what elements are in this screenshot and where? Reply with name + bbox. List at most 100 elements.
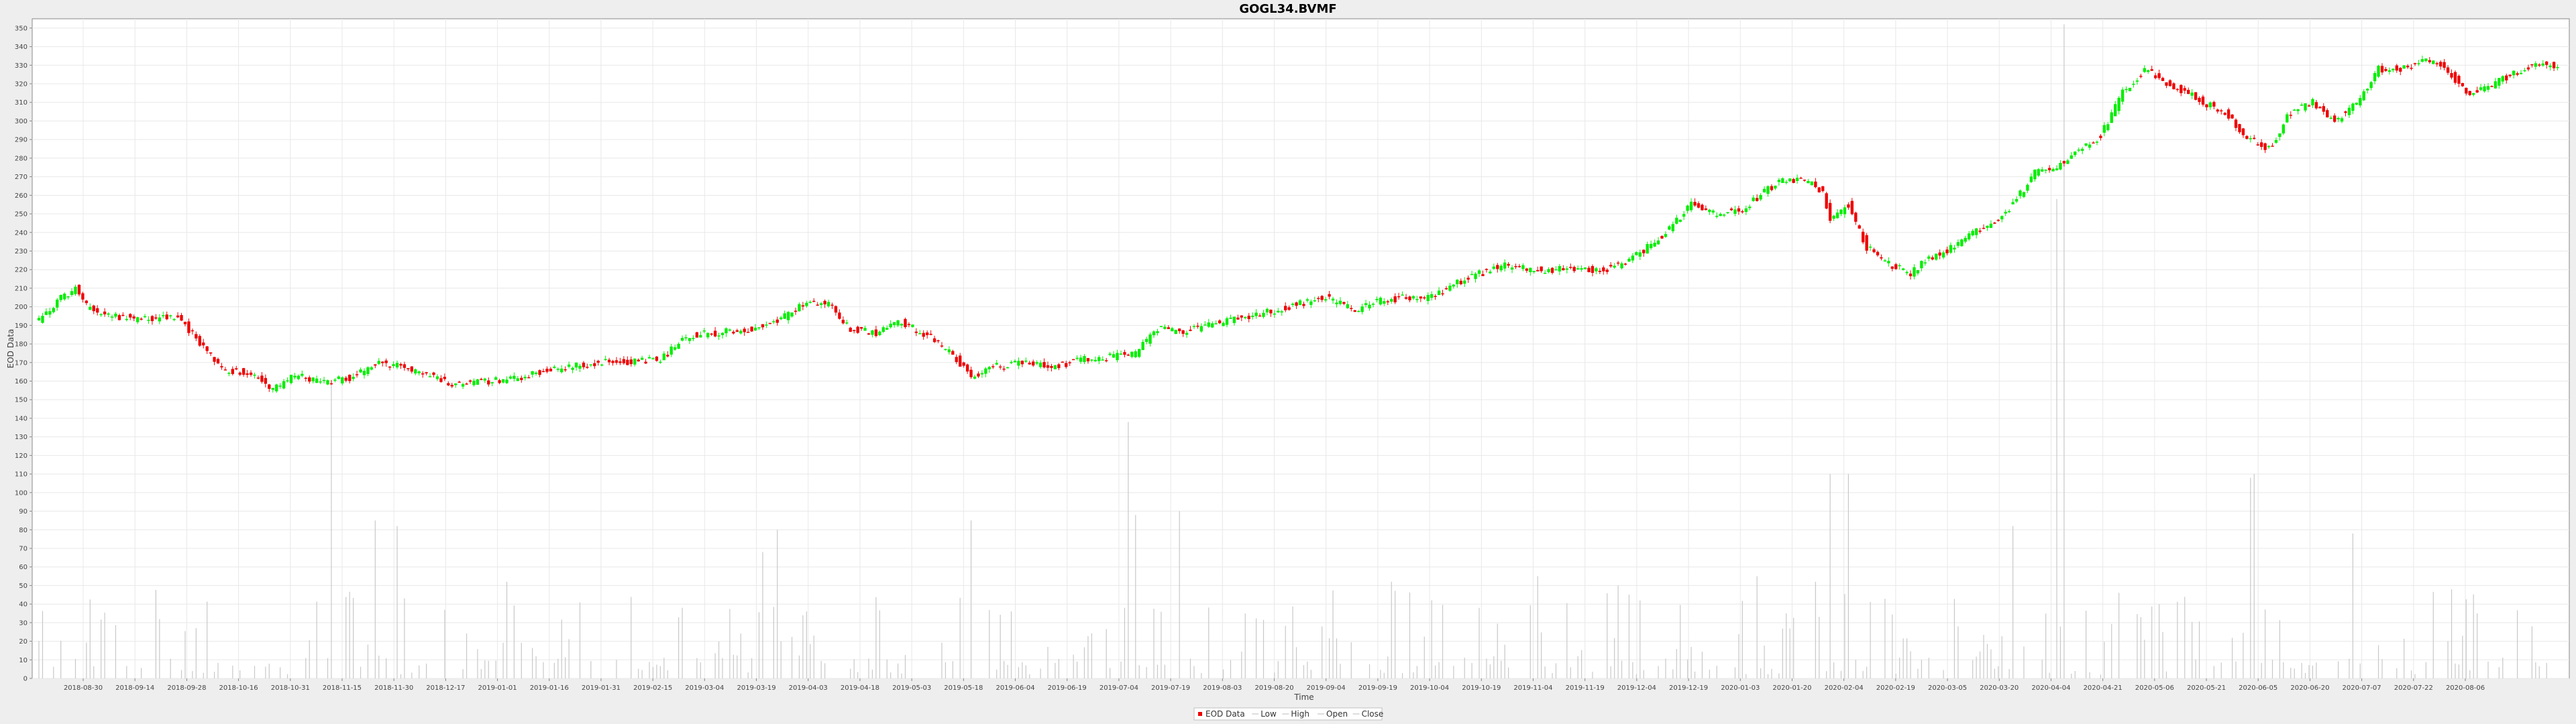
candle-body (881, 327, 885, 333)
candle-body (1105, 360, 1108, 361)
candle-body (1171, 328, 1174, 332)
candle-body (2406, 66, 2410, 68)
candle-body (2157, 73, 2161, 78)
candle-body (2165, 82, 2168, 86)
candle-body (1715, 215, 1719, 217)
candle-body (1671, 224, 1675, 231)
candle-body (1876, 251, 1880, 255)
y-tick-label: 60 (19, 564, 28, 571)
candle-body (2271, 145, 2274, 147)
candle-body (2366, 88, 2369, 90)
candle-body (1547, 269, 1550, 272)
candle-body (853, 330, 856, 331)
candle-body (2453, 72, 2457, 83)
candle-body (1284, 306, 1287, 310)
candle-body (1116, 353, 1119, 361)
candle-body (487, 380, 490, 385)
candle-body (508, 376, 513, 379)
candle-body (2132, 83, 2135, 85)
x-axis: 2018-08-30 2018-09-14 2018-09-28 2018-10-16… (64, 678, 2485, 692)
candle-body (2556, 67, 2559, 68)
candle-body (443, 377, 447, 379)
candle-body (213, 357, 216, 362)
candle-body (1956, 242, 1960, 246)
candle-body (2106, 124, 2110, 131)
candle-body (99, 314, 103, 316)
candle-body (289, 375, 293, 383)
candle-body (991, 366, 995, 367)
candle-body (859, 326, 863, 329)
candle-body (1996, 219, 2000, 221)
candle-body (421, 373, 425, 375)
legend-entry: EOD Data (1205, 709, 1245, 719)
candle-body (2041, 169, 2044, 172)
candle-body (1821, 186, 1825, 191)
candle-body (706, 333, 710, 338)
y-tick-label: 200 (15, 304, 28, 311)
candle-body (319, 381, 322, 383)
candle-body (476, 379, 480, 385)
candle-body (1595, 268, 1598, 272)
candle-body (1444, 288, 1448, 290)
x-tick-label: 2019-09-04 (1307, 684, 1346, 692)
candle-body (944, 349, 947, 351)
candle-body (987, 367, 991, 369)
candle-body (1755, 198, 1759, 201)
candle-body (377, 361, 380, 364)
candle-body (626, 359, 629, 365)
candle-body (1156, 331, 1159, 333)
candle-body (637, 359, 640, 362)
candle-body (739, 330, 743, 334)
candle-body (1828, 202, 1832, 221)
candle-body (2147, 70, 2150, 72)
candle-body (344, 377, 347, 381)
candle-body (147, 319, 150, 321)
candle-body (1711, 210, 1715, 213)
candle-body (1320, 296, 1324, 300)
candle-body (640, 357, 644, 360)
candle-body (750, 326, 753, 332)
candle-body (2044, 170, 2047, 171)
x-tick-label: 2019-10-04 (1410, 684, 1449, 692)
candle-body (538, 370, 541, 375)
candle-body (816, 304, 819, 306)
candle-body (666, 355, 669, 357)
candle-body (1038, 362, 1042, 367)
candle-body (757, 327, 761, 328)
candle-body (352, 377, 355, 379)
candle-body (786, 312, 790, 320)
candle-body (1065, 363, 1068, 367)
x-tick-label: 2018-11-30 (374, 684, 413, 692)
candle-body (392, 364, 395, 367)
candle-body (2332, 115, 2337, 122)
candle-body (2318, 107, 2322, 109)
candle-body (1562, 268, 1565, 271)
x-tick-label: 2019-06-04 (996, 684, 1034, 692)
candle-body (1222, 322, 1225, 326)
candle-body (2293, 109, 2296, 111)
x-tick-label: 2020-06-05 (2239, 684, 2277, 692)
candle-body (1434, 296, 1437, 298)
y-tick-label: 0 (23, 676, 28, 683)
candle-body (1211, 323, 1214, 328)
candle-body (1163, 326, 1167, 329)
candle-body (1941, 252, 1945, 258)
candle-body (326, 380, 329, 385)
candle-body (2505, 75, 2508, 80)
candle-body (2000, 216, 2004, 220)
candle-body (1752, 197, 1755, 201)
candle-body (1964, 237, 1967, 242)
candle-body (1397, 296, 1401, 298)
y-tick-label: 310 (15, 99, 28, 107)
candle-body (2282, 124, 2286, 134)
candle-body (1470, 274, 1474, 276)
x-tick-label: 2020-01-20 (1772, 684, 1811, 692)
candle-body (2139, 76, 2143, 77)
candle-body (2234, 119, 2238, 128)
candle-body (1313, 300, 1316, 302)
candle-body (1784, 182, 1788, 183)
candle-body (1543, 273, 1547, 274)
candle-body (1847, 204, 1850, 208)
candle-body (1474, 274, 1477, 280)
